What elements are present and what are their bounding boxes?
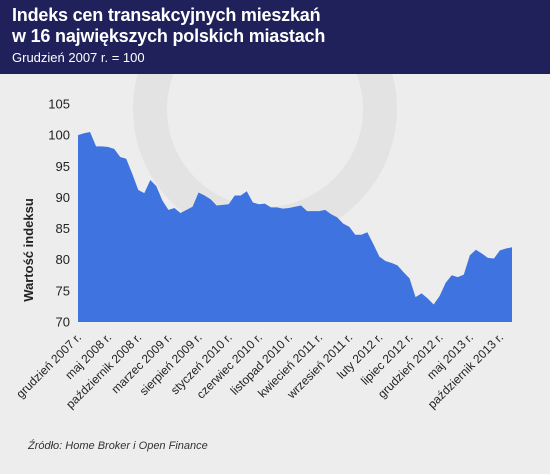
chart-area: 70 75 80 85 90 95 100 105 grudzień 2007 r. maj 2…: [0, 74, 550, 474]
y-tick-label: 80: [56, 252, 70, 267]
chart-title: Indeks cen transakcyjnych mieszkań w 16 …: [12, 5, 532, 47]
chart-title-line-2: w 16 największych polskich miastach: [12, 26, 326, 46]
chart-header: Indeks cen transakcyjnych mieszkań w 16 …: [0, 0, 550, 74]
y-tick-label: 95: [56, 159, 70, 174]
y-axis-label: Wartość indeksu: [21, 198, 36, 302]
chart-subtitle: Grudzień 2007 r. = 100: [12, 50, 145, 65]
series-area: [78, 132, 512, 322]
series-layer: [78, 132, 512, 322]
y-tick-label: 75: [56, 283, 70, 298]
y-tick-label: 90: [56, 190, 70, 205]
y-tick-label: 100: [48, 128, 70, 143]
y-tick-label: 105: [48, 97, 70, 112]
x-axis: grudzień 2007 r.maj 2008 r.październik 2…: [13, 330, 506, 411]
background-logo: [133, 74, 397, 241]
y-tick-label: 70: [56, 315, 70, 330]
y-tick-label: 85: [56, 221, 70, 236]
chart-title-line-1: Indeks cen transakcyjnych mieszkań: [12, 5, 321, 25]
source-note: Źródło: Home Broker i Open Finance: [28, 440, 208, 452]
y-axis: 70 75 80 85 90 95 100 105: [48, 97, 70, 330]
area-chart: 70 75 80 85 90 95 100 105 grudzień 2007 r.maj 2…: [13, 74, 512, 411]
